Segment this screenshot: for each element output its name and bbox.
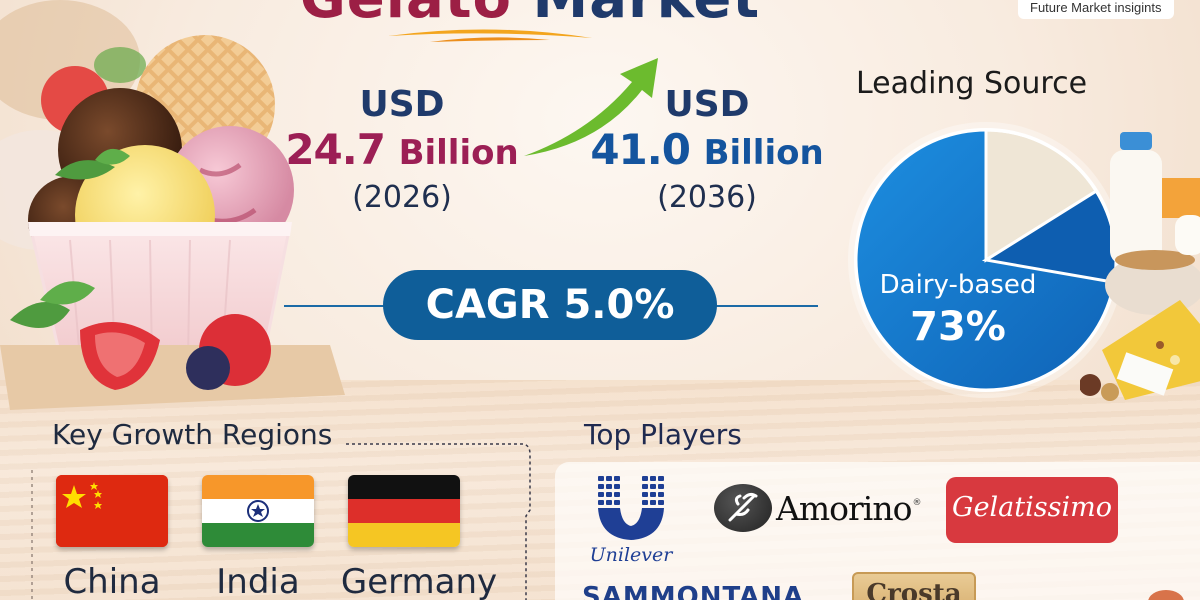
- value-number: 24.7: [285, 125, 386, 174]
- germany-flag-icon: [348, 475, 460, 547]
- currency-label: USD: [664, 84, 750, 125]
- market-value-start: USD 24.7 Billion (2026): [282, 84, 522, 215]
- value-number: 41.0: [590, 125, 691, 174]
- registered-mark: ®: [912, 498, 922, 508]
- partial-logo-cropped: [1148, 590, 1184, 600]
- gelatissimo-logo: Gelatissimo: [946, 477, 1118, 543]
- region-name-china: China: [63, 562, 161, 600]
- amorino-wordmark: Amorino: [776, 488, 912, 528]
- title-word-gelato: Gelato: [300, 0, 512, 31]
- sammontana-logo: SAMMONTANA: [582, 582, 805, 600]
- value-year: (2026): [352, 180, 452, 215]
- ice-cream-bowl-image: [0, 0, 345, 410]
- title-word-market: Market: [533, 0, 761, 31]
- amorino-cherub-icon: [714, 484, 772, 532]
- regions-dotted-frame: [31, 443, 531, 600]
- currency-label: USD: [359, 84, 445, 125]
- cagr-badge: CAGR 5.0%: [383, 270, 717, 340]
- unilever-u-icon: [598, 476, 664, 540]
- value-amount: 41.0 Billion: [586, 125, 828, 174]
- pie-segment-label: Dairy-based: [879, 270, 1037, 300]
- leading-source-title: Leading Source: [856, 66, 1088, 101]
- key-growth-regions-title: Key Growth Regions: [52, 418, 333, 451]
- page-title: Gelato Market: [230, 0, 830, 31]
- region-name-india: India: [216, 562, 300, 600]
- region-name-germany: Germany: [340, 562, 498, 600]
- top-players-title: Top Players: [584, 418, 742, 451]
- value-unit: Billion: [703, 133, 824, 173]
- crosta-logo: Crosta: [852, 572, 976, 600]
- china-flag-icon: [56, 475, 168, 547]
- value-year: (2036): [657, 180, 757, 215]
- unilever-logo: Unilever: [584, 474, 678, 570]
- value-unit: Billion: [398, 133, 519, 173]
- pie-annotation: Dairy-based 73%: [858, 270, 1058, 350]
- india-flag-icon: [202, 475, 314, 547]
- unilever-wordmark: Unilever: [589, 544, 673, 566]
- value-amount: 24.7 Billion: [282, 125, 522, 174]
- market-value-end: USD 41.0 Billion (2036): [586, 84, 828, 215]
- cagr-divider-right: [706, 305, 818, 307]
- swoosh-decoration-icon: [388, 29, 592, 42]
- pie-segment-value: 73%: [910, 304, 1006, 350]
- brand-badge: Future Market insigints: [1018, 0, 1174, 19]
- growth-arrow-icon: [524, 58, 658, 156]
- cagr-divider-left: [284, 305, 394, 307]
- amorino-logo: Amorino ®: [714, 484, 921, 532]
- dairy-products-image: [1080, 132, 1200, 401]
